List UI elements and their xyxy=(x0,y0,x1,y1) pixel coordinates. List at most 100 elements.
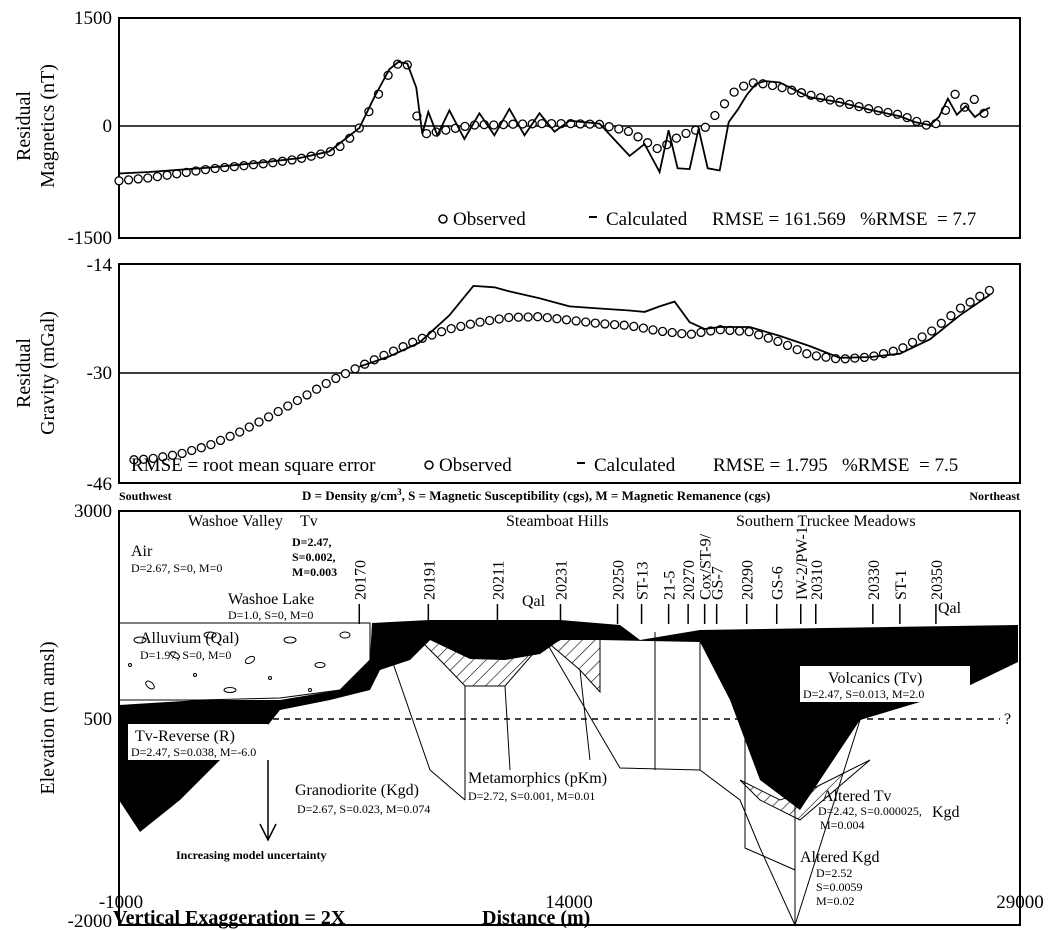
grav-ylabel-line1: Residual xyxy=(13,338,35,408)
well-label-14: 20330 xyxy=(866,560,883,600)
mag-observed-point-65 xyxy=(739,81,749,91)
gravity-panel: -14 -30 -46 Residual Gravity (mGal) RMSE… xyxy=(13,255,1021,495)
label-qal-right: Qal xyxy=(938,600,962,617)
gravity-calculated-series xyxy=(359,284,991,368)
grav-observed-point-87 xyxy=(965,297,975,307)
mag-ytick-bottom: -1500 xyxy=(68,228,112,249)
grav-observed-point-32 xyxy=(436,327,447,337)
grav-observed-point-69 xyxy=(792,344,802,355)
grav-observed-point-58 xyxy=(686,329,697,339)
grav-observed-point-39 xyxy=(504,312,514,323)
label-tv: Tv xyxy=(300,513,318,530)
grav-observed-point-37 xyxy=(484,315,495,326)
label-altered-tv-d: D=2.42, S=0.000025, xyxy=(818,804,922,818)
grav-calculated-line xyxy=(359,284,991,368)
label-washoe-lake: Washoe Lake xyxy=(228,591,314,608)
xs-ytick-mid: 500 xyxy=(84,709,113,730)
mag-observed-point-15 xyxy=(258,159,268,169)
xs-ytick-top: 3000 xyxy=(74,501,112,522)
xs-ytick-bottom: -2000 xyxy=(68,911,112,930)
grav-observed-point-9 xyxy=(215,435,226,446)
grav-observed-point-70 xyxy=(802,349,812,359)
magnetics-calculated-series xyxy=(118,61,991,175)
mag-observed-point-56 xyxy=(652,143,662,154)
xs-xtick-right: 29000 xyxy=(996,892,1044,913)
grav-legend-observed-marker xyxy=(424,460,434,470)
label-metamorphics: Metamorphics (pKm) xyxy=(468,770,607,787)
grav-observed-point-47 xyxy=(581,317,591,327)
grav-observed-point-86 xyxy=(955,303,966,313)
label-alluvium-props: D=1.97, S=0, M=0 xyxy=(140,648,231,662)
mag-observed-point-4 xyxy=(152,171,163,182)
grav-observed-point-68 xyxy=(782,340,793,351)
grav-observed-point-35 xyxy=(465,319,476,329)
mag-observed-point-13 xyxy=(239,161,249,171)
magnetics-panel: 1500 0 -1500 Residual Magnetics (nT) Obs… xyxy=(13,8,1021,249)
mag-observed-point-54 xyxy=(633,132,643,142)
grav-legend-prefix: RMSE = root mean square error xyxy=(131,455,376,476)
label-washoe-valley: Washoe Valley xyxy=(188,513,283,530)
grav-observed-point-56 xyxy=(667,327,677,338)
well-label-7: 20270 xyxy=(681,560,698,600)
label-steamboat-hills: Steamboat Hills xyxy=(506,513,609,530)
grav-observed-point-34 xyxy=(456,321,466,332)
label-tv-reverse: Tv-Reverse (R) xyxy=(135,728,235,745)
mag-observed-point-64 xyxy=(729,87,739,97)
label-tv-reverse-props: D=2.47, S=0.038, M=-6.0 xyxy=(131,745,256,759)
grav-observed-point-42 xyxy=(533,312,543,322)
mag-calculated-line xyxy=(118,61,991,175)
grav-observed-point-44 xyxy=(552,314,562,324)
mag-observed-point-59 xyxy=(681,128,691,139)
grav-ytick-bottom: -46 xyxy=(87,474,112,495)
mag-observed-point-41 xyxy=(508,119,518,129)
mag-observed-point-1 xyxy=(123,175,134,185)
mag-observed-point-16 xyxy=(268,158,278,168)
mag-observed-point-11 xyxy=(220,162,230,173)
mag-legend-calculated: Calculated xyxy=(606,209,688,230)
label-uncertainty: Increasing model uncertainty xyxy=(176,848,326,862)
label-granodiorite-props: D=2.67, S=0.023, M=0.074 xyxy=(297,802,430,816)
mag-ylabel-line1: Residual xyxy=(13,91,35,161)
grav-observed-point-11 xyxy=(235,427,245,437)
well-label-13: 20310 xyxy=(809,560,826,600)
well-label-3: 20231 xyxy=(553,560,570,600)
label-volcanics-props: D=2.47, S=0.013, M=2.0 xyxy=(803,687,924,701)
mag-observed-point-61 xyxy=(700,122,710,132)
grav-observed-point-53 xyxy=(638,323,649,333)
mag-observed-point-58 xyxy=(671,133,682,143)
mag-observed-point-3 xyxy=(143,173,153,183)
label-altered-tv: Altered Tv xyxy=(822,788,891,805)
grav-observed-point-30 xyxy=(417,333,427,343)
mag-observed-point-36 xyxy=(460,121,470,132)
grav-ytick-mid: -30 xyxy=(87,363,112,384)
grav-observed-point-22 xyxy=(340,368,351,379)
uncertainty-arrow-head xyxy=(259,823,277,842)
mag-observed-point-49 xyxy=(585,119,595,129)
grav-observed-point-23 xyxy=(350,364,360,374)
mag-observed-point-53 xyxy=(623,126,634,137)
mag-ytick-mid: 0 xyxy=(103,116,113,137)
header-northeast: Northeast xyxy=(969,489,1020,503)
label-southern-truckee: Southern Truckee Meadows xyxy=(736,513,916,530)
metamorphics-region xyxy=(398,621,601,694)
label-washoe-lake-props: D=1.0, S=0, M=0 xyxy=(228,608,313,622)
cross-section-panel: Southwest Northeast D = Density g/cm3, S… xyxy=(37,487,1044,930)
grav-observed-point-18 xyxy=(302,390,312,400)
label-alluvium: Alluvium (Qal) xyxy=(140,630,239,647)
grav-observed-point-36 xyxy=(475,317,485,327)
tv-reverse-label-bg xyxy=(128,724,268,760)
grav-observed-point-51 xyxy=(619,320,629,330)
label-air: Air xyxy=(131,543,153,560)
label-metamorphics-props: D=2.72, S=0.001, M=0.01 xyxy=(468,789,595,803)
mag-ylabel-line2: Magnetics (nT) xyxy=(37,64,59,188)
grav-observed-point-17 xyxy=(292,395,303,406)
label-qal-center: Qal xyxy=(522,593,546,610)
grav-observed-point-55 xyxy=(657,326,668,337)
alluvium-pebbles xyxy=(128,631,351,693)
xs-ylabel: Elevation (m amsl) xyxy=(37,641,59,794)
mag-observed-point-10 xyxy=(210,163,220,174)
grav-observed-point-15 xyxy=(273,406,283,417)
header-southwest: Southwest xyxy=(119,489,172,503)
label-volcanics: Volcanics (Tv) xyxy=(828,670,922,687)
grav-ylabel-line2: Gravity (mGal) xyxy=(37,311,59,435)
